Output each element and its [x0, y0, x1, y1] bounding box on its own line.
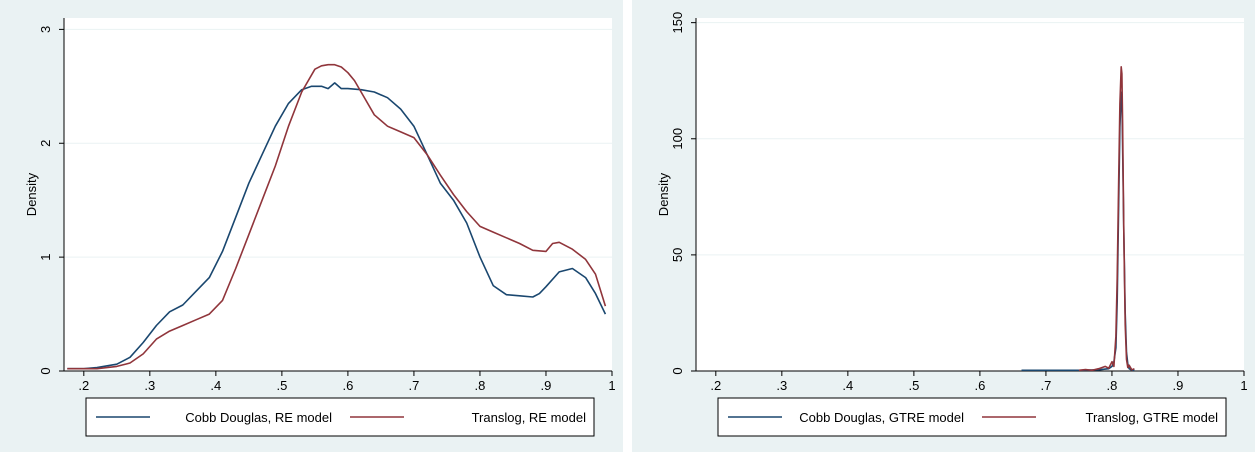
y-tick-label: 100	[670, 128, 685, 150]
y-axis-title: Density	[656, 172, 671, 216]
legend-box	[85, 397, 595, 437]
legend-label-2: Translog, RE model	[472, 410, 587, 425]
series-line-2	[1078, 66, 1135, 371]
y-tick-label: 1	[38, 254, 53, 261]
x-tick-label: .4	[842, 378, 853, 393]
x-tick-label: 1	[608, 378, 615, 393]
density-chart-re: 0 1 2 3 .2 .3 .4 .5 .6 .7 .8 .9 1 Density Cobb Douglas…	[24, 18, 616, 437]
y-axis-title: Density	[24, 172, 39, 216]
series-line-1	[67, 82, 607, 370]
x-tick-label: .5	[276, 378, 287, 393]
y-tick-label: 0	[38, 367, 53, 374]
y-tick-label: 0	[670, 367, 685, 374]
legend-label-1: Cobb Douglas, RE model	[185, 410, 332, 425]
legend-label-1: Cobb Douglas, GTRE model	[799, 410, 964, 425]
x-tick-label: .2	[78, 378, 89, 393]
legend-label-2: Translog, GTRE model	[1086, 410, 1219, 425]
chart-panel-re: 0 1 2 3 .2 .3 .4 .5 .6 .7 .8 .9 1 Density Cobb Douglas…	[0, 0, 623, 452]
series-line-2	[67, 63, 607, 370]
x-tick-label: .6	[974, 378, 985, 393]
x-tick-label: .5	[908, 378, 919, 393]
x-tick-label: .9	[1173, 378, 1184, 393]
x-tick-label: .8	[475, 378, 486, 393]
x-tick-label: .3	[776, 378, 787, 393]
y-tick-label: 3	[38, 26, 53, 33]
x-tick-label: 1	[1240, 378, 1247, 393]
x-tick-label: .4	[210, 378, 221, 393]
y-tick-label: 150	[670, 12, 685, 34]
plot-area	[64, 18, 612, 371]
legend-box	[717, 397, 1227, 437]
x-tick-label: .7	[409, 378, 420, 393]
density-chart-gtre: 0 50 100 150 .2 .3 .4 .5 .6 .7 .8 .9 1 Density Cobb Do…	[656, 12, 1248, 437]
x-tick-label: .9	[541, 378, 552, 393]
chart-panel-gtre: 0 50 100 150 .2 .3 .4 .5 .6 .7 .8 .9 1 Density Cobb Do…	[632, 0, 1255, 452]
y-tick-label: 2	[38, 140, 53, 147]
x-tick-label: .3	[144, 378, 155, 393]
plot-area	[696, 18, 1244, 371]
x-tick-label: .2	[710, 378, 721, 393]
x-tick-label: .6	[342, 378, 353, 393]
y-tick-label: 50	[670, 248, 685, 262]
x-tick-label: .8	[1107, 378, 1118, 393]
x-tick-label: .7	[1041, 378, 1052, 393]
